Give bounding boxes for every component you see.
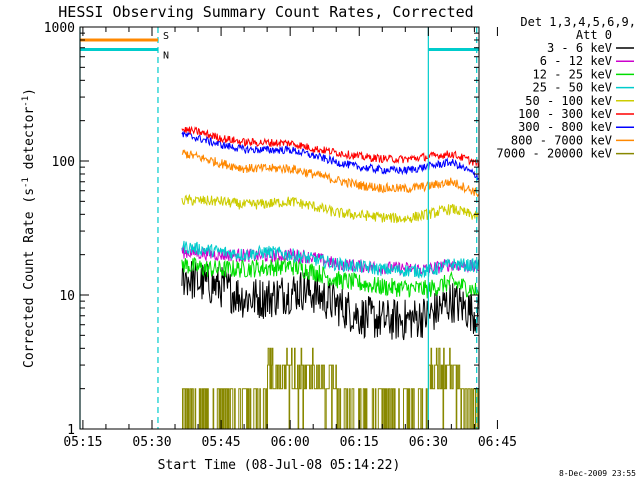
x-tick-label: 05:15 bbox=[63, 435, 102, 450]
x-tick-label: 06:30 bbox=[409, 435, 448, 450]
legend-label: 6 - 12 keV bbox=[540, 54, 612, 68]
y-tick-label: 1 bbox=[67, 423, 75, 438]
plot-frame bbox=[79, 26, 480, 430]
series-line-50-100-keV bbox=[181, 193, 479, 224]
generation-timestamp: 8-Dec-2009 23:55 bbox=[559, 469, 636, 478]
legend-label: 800 - 7000 keV bbox=[511, 133, 612, 147]
y-axis-label: Corrected Count Rate (s-1 detector-1) bbox=[21, 88, 37, 368]
x-tick-label: 06:45 bbox=[478, 435, 517, 450]
legend-header-line-2: Att 0 bbox=[576, 28, 612, 42]
legend-label: 12 - 25 keV bbox=[533, 67, 612, 81]
legend-label: 3 - 6 keV bbox=[547, 41, 612, 55]
y-tick-label: 1000 bbox=[44, 21, 75, 36]
night-flag-label: N bbox=[163, 50, 169, 61]
series-line-3-6-keV bbox=[181, 261, 479, 341]
legend-header-line-1: Det 1,3,4,5,6,9, bbox=[520, 15, 636, 29]
series-line-100-300-keV bbox=[181, 125, 479, 168]
legend-label: 50 - 100 keV bbox=[525, 94, 612, 108]
x-tick-label: 05:30 bbox=[132, 435, 171, 450]
y-axis-label-start: Corrected Count Rate (s bbox=[22, 188, 37, 368]
x-tick-label: 06:15 bbox=[340, 435, 379, 450]
series-line-7000-20000-keV bbox=[181, 347, 479, 430]
legend-label: 100 - 300 keV bbox=[518, 107, 612, 121]
legend-label: 300 - 800 keV bbox=[518, 120, 612, 134]
y-tick-label: 100 bbox=[52, 155, 75, 170]
y-axis-label-sup2: -1 bbox=[21, 96, 31, 107]
saa-flag-label: S bbox=[163, 31, 169, 42]
x-tick-label: 06:00 bbox=[271, 435, 310, 450]
x-axis-label: Start Time (08-Jul-08 05:14:22) bbox=[158, 458, 401, 473]
series-line-12-25-keV bbox=[181, 256, 479, 299]
y-axis-label-mid: detector bbox=[22, 107, 37, 178]
series-line-300-800-keV bbox=[181, 130, 479, 181]
series-line-25-50-keV bbox=[181, 240, 479, 279]
legend-label: 7000 - 20000 keV bbox=[496, 147, 612, 161]
y-tick-label: 10 bbox=[59, 289, 75, 304]
legend-label: 25 - 50 keV bbox=[533, 81, 612, 95]
chart-title: HESSI Observing Summary Count Rates, Cor… bbox=[58, 3, 473, 21]
series-line-800-7000-keV bbox=[181, 149, 479, 198]
x-tick-label: 05:45 bbox=[202, 435, 241, 450]
y-axis-label-end: ) bbox=[22, 88, 37, 96]
y-axis-label-sup1: -1 bbox=[21, 177, 31, 188]
